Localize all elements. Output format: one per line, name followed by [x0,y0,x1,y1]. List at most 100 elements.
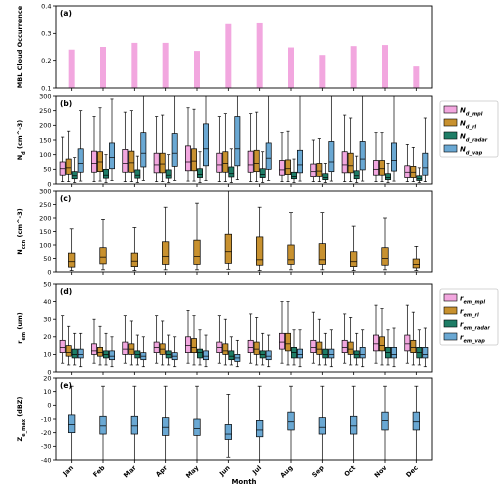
box [253,317,260,366]
legend-frame [439,288,499,346]
legend-swatch-radar [443,319,458,328]
box [359,329,366,368]
box [256,385,264,460]
box-iqr [265,350,272,361]
box [341,114,348,183]
y-tick-label: 300 [39,187,51,195]
box-iqr [171,133,178,167]
box [310,311,317,364]
box-iqr [256,236,264,266]
box-iqr [310,339,317,353]
panel-frame [55,377,433,461]
box [185,107,191,182]
box [68,385,76,460]
box [59,315,66,364]
box-iqr [256,420,264,438]
legend-entry-radar: Nd_radar [460,133,488,144]
panel-label: (b) [60,99,72,108]
box-iqr [328,141,335,173]
box-iqr [322,173,329,180]
box [310,139,317,183]
box [347,117,354,183]
y-tick-label: 50 [43,166,51,174]
y-axis-label: Ze_max (dBZ) [16,397,27,442]
box-iqr [381,411,389,431]
y-tick-label: 0.2 [41,57,51,65]
y-tick-label: 30 [43,316,51,324]
legend-entry-main: N [460,146,466,154]
box [322,163,329,183]
box [224,394,232,458]
legend-entry-rl: rem_rl [460,308,479,319]
panel-label: (a) [60,9,72,18]
bar [350,46,357,88]
box [222,113,229,183]
box [140,96,147,181]
box-iqr [341,339,348,353]
box-iqr [373,160,379,176]
box [279,132,285,183]
box [347,317,354,366]
box-iqr [253,149,260,173]
box-iqr [404,334,411,352]
box [162,206,170,271]
box [385,163,391,183]
box-iqr [247,339,254,353]
box [287,385,295,460]
y-axis-label-main: r [16,340,24,344]
box [353,155,360,183]
bar [68,49,75,88]
box-iqr [65,345,72,357]
legend-entry-sub: d_vap [466,151,483,157]
x-axis-label: Month [231,478,256,486]
bar [131,42,138,88]
bar [194,51,200,88]
box [197,329,203,366]
box [197,151,203,183]
legend-entry-main: r [460,321,464,329]
legend-entry-radar: rem_radar [460,321,490,332]
box-iqr [193,418,201,436]
box [318,212,326,271]
x-tick-label: Feb [91,464,106,479]
legend-entry-sub: d_rl [466,125,477,131]
box [359,96,366,182]
panel-frame [55,190,433,273]
box [412,385,420,460]
box [379,132,385,183]
legend-swatch-rl [443,306,458,315]
box [350,225,358,271]
box [122,111,129,183]
box [71,332,78,366]
y-axis-label-unit: (dBZ) [16,397,24,420]
box-iqr [130,252,138,267]
panel-1: 0.1 0.2 0.3 0.4 (a) MBL Cloud Occurrence [16,2,433,92]
box [159,114,166,183]
box-iqr [68,252,76,268]
box [422,117,429,183]
y-axis-label-sub: d [21,151,27,155]
box-iqr [359,141,366,171]
box-iqr [71,348,78,359]
x-tick-label: Jan [61,463,76,478]
box [165,334,172,366]
y-tick-label: 0 [47,268,51,276]
y-tick-label: -30 [41,443,52,451]
bar [382,45,388,88]
box-iqr [216,152,223,173]
box [404,144,411,183]
box-iqr [68,414,76,434]
box [159,320,166,366]
box-iqr [373,334,379,352]
box [287,212,295,271]
x-tick-label: Jul [250,464,263,477]
box-iqr [71,171,78,180]
bar [256,22,263,88]
box [128,110,135,183]
legend-swatch-vap [443,332,458,341]
y-tick-label: 0 [47,368,51,376]
box-iqr [291,171,297,180]
y-tick-label: 20 [43,374,51,382]
y-axis-label: Nd (cm^-3) [16,120,27,161]
x-tick-label: Aug [279,464,295,480]
